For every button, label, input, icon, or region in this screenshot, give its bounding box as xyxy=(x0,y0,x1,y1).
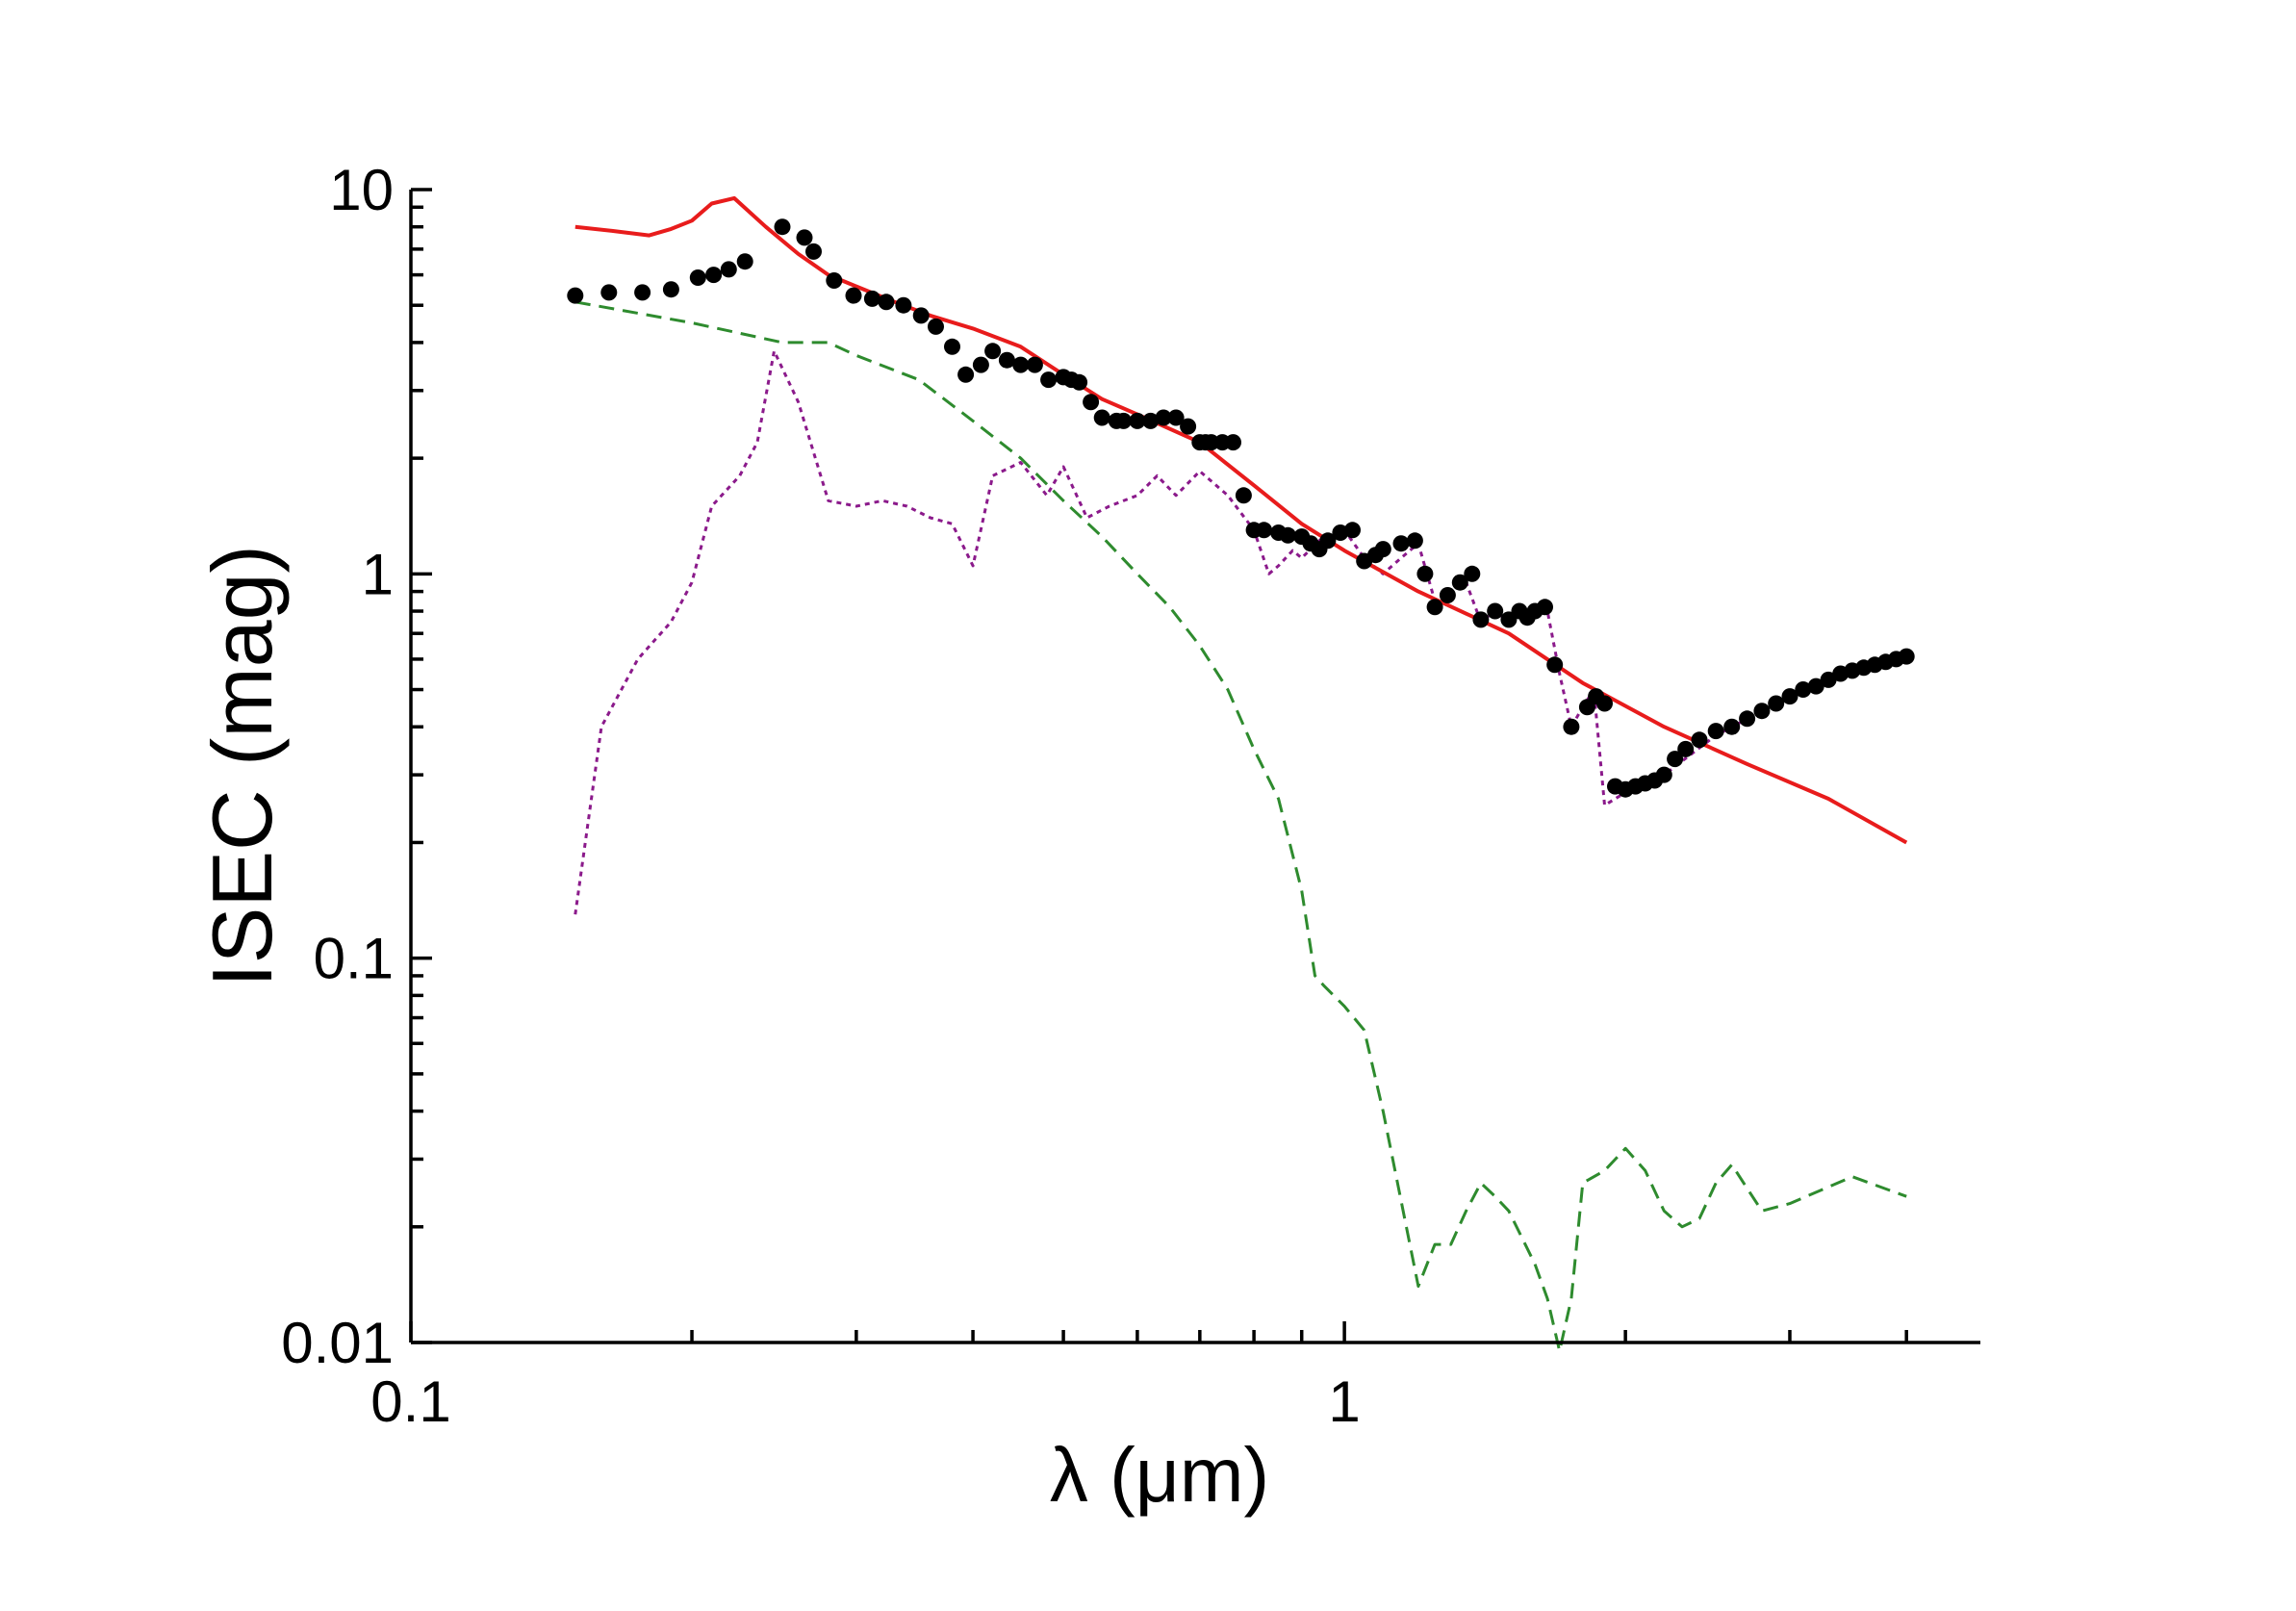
data-point xyxy=(1667,751,1684,768)
data-point xyxy=(1578,699,1595,716)
data-point xyxy=(1781,688,1799,705)
x-tick-label: 1 xyxy=(1328,1369,1360,1434)
data-point xyxy=(1739,710,1756,728)
data-point xyxy=(689,269,706,286)
data-point xyxy=(1319,532,1337,550)
data-point xyxy=(928,318,944,335)
data-point xyxy=(1677,740,1695,757)
y-tick-label: 0.1 xyxy=(314,927,394,991)
data-point xyxy=(567,287,584,304)
data-point xyxy=(878,294,895,311)
data-point xyxy=(1180,418,1197,435)
series-line-model-total xyxy=(574,195,1908,845)
data-point xyxy=(1451,574,1468,591)
data-point xyxy=(1807,678,1824,695)
data-point xyxy=(1115,412,1133,429)
data-point xyxy=(1155,409,1172,426)
data-point xyxy=(796,229,813,246)
data-point xyxy=(1142,412,1160,429)
data-point xyxy=(1093,409,1110,426)
data-point xyxy=(1071,373,1088,391)
x-tick-label: 0.1 xyxy=(370,1369,450,1434)
y-axis-title: ISEC (mag) xyxy=(194,545,290,987)
data-point xyxy=(1820,671,1837,688)
data-point xyxy=(1040,371,1058,389)
plot-area xyxy=(567,195,1915,1353)
data-point xyxy=(863,290,880,307)
data-point xyxy=(912,307,930,324)
data-point xyxy=(720,261,737,278)
data-point xyxy=(1537,599,1553,616)
data-point xyxy=(845,287,862,304)
data-point xyxy=(774,218,791,236)
data-point xyxy=(1225,434,1241,451)
data-point xyxy=(944,338,960,355)
data-point xyxy=(1129,412,1146,429)
data-point xyxy=(826,272,843,289)
data-point xyxy=(1439,587,1456,603)
data-point xyxy=(1487,602,1504,620)
data-point xyxy=(957,366,975,383)
data-point xyxy=(1026,356,1043,373)
y-tick-label: 0.01 xyxy=(281,1311,394,1375)
data-point xyxy=(895,296,912,314)
x-axis-title: λ (μm) xyxy=(1050,1432,1269,1518)
data-point xyxy=(998,351,1015,369)
data-point xyxy=(1795,681,1812,698)
series-observed xyxy=(567,218,1915,798)
data-point xyxy=(1426,599,1443,616)
data-point xyxy=(1392,535,1410,552)
data-point xyxy=(1374,541,1391,558)
data-point xyxy=(662,281,679,298)
data-point xyxy=(1691,731,1708,749)
data-point xyxy=(1768,695,1785,712)
data-point xyxy=(1012,356,1030,373)
data-point xyxy=(1083,394,1100,411)
data-point xyxy=(1596,695,1613,712)
axis-ticks xyxy=(409,188,1908,1344)
data-point xyxy=(1167,409,1185,426)
data-point xyxy=(1344,522,1361,539)
data-point xyxy=(1235,487,1252,504)
data-point xyxy=(705,267,723,284)
data-point xyxy=(1655,766,1672,783)
data-point xyxy=(1279,526,1296,544)
data-point xyxy=(600,284,618,301)
data-point xyxy=(1563,718,1580,735)
data-point xyxy=(1464,565,1481,582)
data-point xyxy=(1753,703,1771,720)
data-point xyxy=(1472,611,1490,628)
data-point xyxy=(805,243,822,260)
data-point xyxy=(1256,522,1272,539)
y-tick-label: 1 xyxy=(362,542,394,606)
data-point xyxy=(1898,648,1915,665)
series-line-component-dotted xyxy=(574,349,1907,915)
data-point xyxy=(1546,656,1564,674)
data-point xyxy=(736,253,753,270)
data-point xyxy=(1406,532,1423,550)
data-point xyxy=(972,356,989,373)
data-point xyxy=(1416,565,1434,582)
series-line-component-dashed xyxy=(574,300,1907,1353)
data-point xyxy=(634,284,651,301)
data-point xyxy=(1707,723,1724,740)
data-point xyxy=(984,343,1002,360)
data-point xyxy=(1723,718,1741,735)
y-tick-label: 10 xyxy=(329,158,394,222)
